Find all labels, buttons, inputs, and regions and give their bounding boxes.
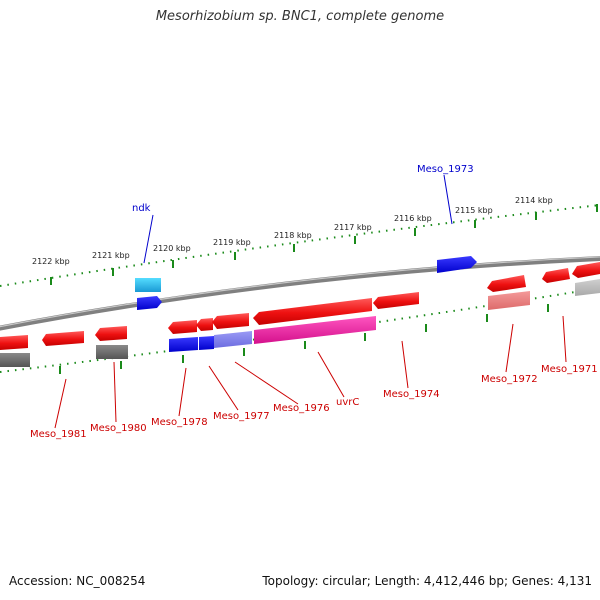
gene-arrow[interactable] [42, 331, 84, 346]
gene-box[interactable] [0, 353, 30, 367]
gene-box[interactable] [96, 345, 128, 359]
tick-label: 2120 kbp [153, 244, 191, 253]
gene-arrow[interactable] [137, 296, 162, 310]
gene-label-meso-1973[interactable]: Meso_1973 [417, 164, 474, 175]
gene-box[interactable] [169, 337, 198, 352]
gene-arrow[interactable] [212, 313, 249, 329]
tick-labels: 2122 kbp 2121 kbp 2120 kbp 2119 kbp 2118… [32, 196, 553, 266]
gene-arrow[interactable] [373, 292, 419, 309]
tick-label: 2114 kbp [515, 196, 553, 205]
gene-label-meso-1976[interactable]: Meso_1976 [273, 403, 330, 414]
reverse-genes [135, 256, 477, 310]
label-leaders [54, 174, 567, 429]
gene-arrow[interactable] [542, 268, 570, 283]
gene-label-meso-1972[interactable]: Meso_1972 [481, 374, 538, 385]
gene-label-meso-1980[interactable]: Meso_1980 [90, 423, 147, 434]
gene-label-meso-1981[interactable]: Meso_1981 [30, 429, 87, 440]
gene-box[interactable] [254, 316, 376, 344]
gene-box-ndk[interactable] [135, 278, 161, 292]
tick-label: 2116 kbp [394, 214, 432, 223]
tick-label: 2115 kbp [455, 206, 493, 215]
inner-major-ticks [59, 304, 549, 374]
gene-label-meso-1971[interactable]: Meso_1971 [541, 364, 598, 375]
gene-label-uvrc[interactable]: uvrC [336, 397, 359, 408]
map-title: Mesorhizobium sp. BNC1, complete genome [155, 9, 445, 24]
gene-label-meso-1977[interactable]: Meso_1977 [213, 411, 270, 422]
tick-label: 2117 kbp [334, 223, 372, 232]
gene-arrow[interactable] [95, 326, 127, 341]
tick-label: 2118 kbp [274, 231, 312, 240]
gene-arrow[interactable] [437, 256, 477, 273]
gene-label-ndk[interactable]: ndk [132, 203, 151, 214]
tick-label: 2122 kbp [32, 257, 70, 266]
gene-box[interactable] [199, 336, 214, 350]
outer-scale-ruler [0, 204, 600, 287]
tick-label: 2121 kbp [92, 251, 130, 260]
gene-arrow[interactable] [0, 335, 28, 350]
genome-stats-text: Topology: circular; Length: 4,412,446 bp… [262, 574, 592, 588]
outer-major-ticks [50, 204, 598, 285]
gene-label-meso-1978[interactable]: Meso_1978 [151, 417, 208, 428]
forward-genes [0, 262, 600, 350]
gene-box[interactable] [214, 331, 252, 348]
gene-box[interactable] [488, 291, 530, 310]
tick-label: 2119 kbp [213, 238, 251, 247]
accession-text: Accession: NC_008254 [9, 574, 146, 588]
genome-backbone [0, 255, 600, 331]
gene-box[interactable] [575, 279, 600, 296]
gene-arrow[interactable] [253, 298, 372, 325]
inner-row-genes [0, 279, 600, 367]
gene-arrow[interactable] [572, 262, 600, 278]
gene-arrow[interactable] [196, 318, 213, 331]
gene-arrow[interactable] [168, 320, 197, 334]
genome-backbone-highlight [0, 256, 600, 328]
gene-labels: Meso_1981 Meso_1980 Meso_1978 Meso_1977 … [30, 164, 598, 440]
gene-arrow[interactable] [487, 275, 526, 292]
gene-label-meso-1974[interactable]: Meso_1974 [383, 389, 440, 400]
